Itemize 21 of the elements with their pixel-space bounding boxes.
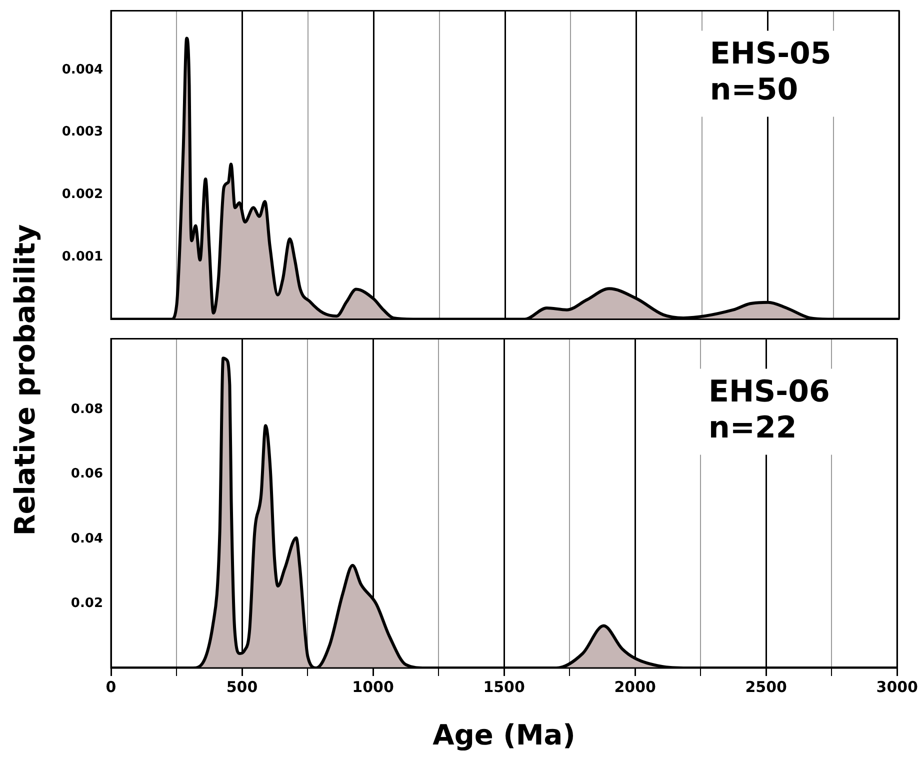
y-tick-label: 0.004 — [62, 62, 103, 78]
x-axis-title: Age (Ma) — [432, 718, 576, 752]
y-axis-title: Relative probability — [8, 224, 42, 536]
annotation: EHS-06 — [708, 374, 830, 410]
annotation: n=22 — [708, 410, 797, 446]
x-tick-label: 500 — [226, 678, 258, 696]
y-tick-label: 0.001 — [62, 249, 103, 264]
x-tick-label: 2500 — [745, 678, 787, 696]
y-tick-label: 0.002 — [62, 186, 103, 202]
y-tick-label: 0.06 — [70, 466, 103, 482]
annotation: EHS-05 — [710, 36, 832, 72]
x-tick-label: 0 — [106, 678, 116, 696]
x-tick-label: 2000 — [614, 678, 656, 696]
y-tick-label: 0.003 — [62, 124, 103, 140]
x-tick-label: 1500 — [483, 678, 525, 696]
y-tick-label: 0.04 — [70, 531, 103, 546]
annotation: n=50 — [710, 72, 798, 108]
y-tick-label: 0.02 — [70, 596, 103, 611]
x-tick-label: 3000 — [876, 678, 918, 696]
x-tick-label: 1000 — [352, 678, 394, 696]
y-tick-label: 0.08 — [70, 402, 103, 418]
